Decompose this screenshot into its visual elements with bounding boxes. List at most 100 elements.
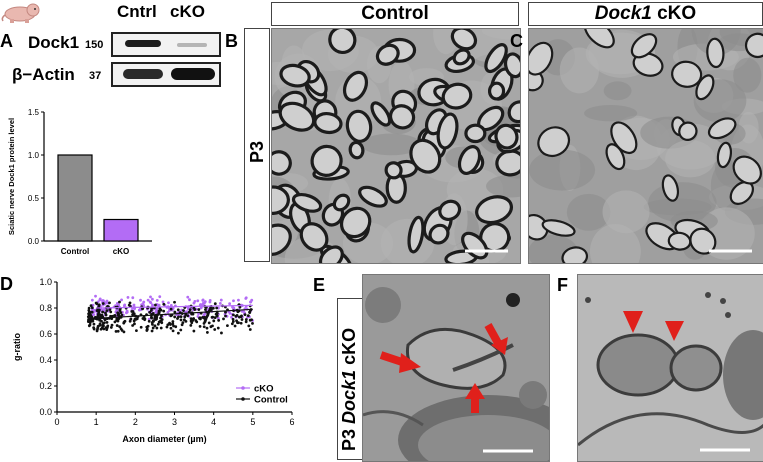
- scatter-point-control: [119, 311, 123, 314]
- scatter-point-control: [150, 307, 154, 310]
- scatter-point-control: [105, 309, 109, 313]
- scatter-point-cko: [156, 303, 160, 307]
- scatter-point-cko: [92, 313, 96, 317]
- scatter-point-cko: [196, 299, 200, 303]
- scatter-point-control: [102, 327, 106, 331]
- scatter-point-control: [155, 326, 159, 330]
- scatter-point-control: [188, 308, 192, 312]
- red-arrow-1: [484, 323, 508, 355]
- scatter-point-cko: [149, 301, 153, 305]
- scatter-point-control: [173, 300, 176, 304]
- scatter-point-control: [191, 319, 195, 322]
- p3-dock1-suffix: cKO: [339, 327, 359, 370]
- band-dock1-cko: [177, 43, 207, 47]
- scatter-point-cko: [230, 315, 233, 319]
- scatter-point-cko: [125, 310, 129, 314]
- scatter-point-control: [102, 321, 106, 325]
- scatter-point-cko: [155, 299, 159, 302]
- scatter-point-control: [118, 325, 122, 329]
- scatter-point-control: [248, 318, 252, 322]
- scatter-point-control: [151, 326, 155, 330]
- scatter-point-cko: [228, 311, 232, 315]
- scatter-point-cko: [150, 297, 154, 301]
- scatter-point-control: [204, 308, 207, 311]
- scatter-point-control: [179, 318, 183, 322]
- red-arrow-2: [379, 351, 421, 373]
- scatter-point-control: [213, 328, 217, 331]
- scatter-point-control: [87, 306, 91, 310]
- scatter-point-control: [176, 331, 180, 335]
- scatter-point-control: [213, 302, 217, 306]
- scatter-point-control: [150, 315, 153, 319]
- band-actin-cko: [171, 68, 215, 80]
- scatter-point-control: [108, 301, 111, 305]
- scatter-x-tick-label: 0: [54, 417, 59, 427]
- bar-cko: [103, 218, 139, 242]
- scatter-point-control: [172, 324, 175, 328]
- scatter-point-cko: [146, 298, 150, 302]
- mouse-pup-icon: [1, 3, 40, 23]
- scatter-point-control: [184, 313, 188, 316]
- scatter-point-control: [145, 328, 149, 332]
- scatter-point-control: [190, 321, 194, 325]
- bar-x-tick-label: cKO: [113, 247, 129, 256]
- scatter-point-control: [174, 325, 178, 329]
- bar-y-tick-label: 1.0: [28, 151, 40, 160]
- red-arrowhead-2: [665, 321, 684, 341]
- scatter-point-control: [247, 324, 251, 328]
- scatter-point-control: [104, 311, 107, 315]
- scatter-point-control: [203, 319, 207, 323]
- p3-label: P3: [247, 140, 267, 163]
- em-image-f: [577, 274, 763, 462]
- scatter-point-cko: [237, 298, 240, 302]
- scatter-point-cko: [142, 300, 146, 304]
- scatter-point-control: [235, 314, 239, 317]
- scatter-point-control: [90, 306, 94, 310]
- blot-dock1: [111, 32, 221, 57]
- scatter-point-cko: [188, 298, 191, 302]
- bar-y-tick-label: 0.0: [28, 237, 40, 246]
- scatter-point-control: [131, 324, 135, 327]
- scatter-point-control: [92, 322, 96, 326]
- scatter-point-control: [104, 326, 108, 330]
- scatter-point-control: [183, 315, 187, 319]
- scatter-point-control: [113, 320, 117, 324]
- scatter-y-tick-label: 0.0: [39, 407, 52, 417]
- scatter-point-control: [233, 324, 237, 328]
- bar-control: [57, 154, 93, 242]
- scatter-point-control: [94, 301, 98, 305]
- scatter-y-tick-label: 1.0: [39, 277, 52, 287]
- scatter-point-control: [86, 315, 90, 319]
- scatter-point-control: [159, 320, 163, 324]
- p3-label-box: P3: [244, 28, 270, 262]
- scatter-point-cko: [90, 298, 94, 302]
- scatter-point-control: [106, 324, 110, 328]
- scatter-point-control: [118, 300, 121, 304]
- scatter-point-control: [132, 312, 136, 316]
- scatter-point-control: [176, 317, 179, 320]
- em-image-control-p3: [271, 28, 521, 264]
- scatter-point-cko: [167, 301, 170, 305]
- band-dock1-cntrl: [125, 40, 161, 47]
- scatter-point-control: [224, 314, 227, 318]
- scatter-point-control: [115, 324, 119, 327]
- scatter-point-control: [117, 313, 120, 317]
- scatter-point-cko: [140, 303, 144, 307]
- header-dock1-gene: Dock1: [594, 3, 652, 24]
- scatter-point-control: [192, 329, 196, 333]
- scatter-point-control: [244, 318, 248, 321]
- scatter-point-control: [240, 318, 244, 321]
- legend-label-control: Control: [254, 395, 288, 406]
- scatter-point-control: [98, 322, 102, 326]
- scatter-point-control: [148, 311, 152, 314]
- scatter-point-control: [130, 310, 134, 313]
- scatter-point-cko: [94, 294, 97, 298]
- scatter-point-control: [160, 318, 164, 321]
- scatter-point-control: [238, 305, 242, 309]
- scatter-point-control: [97, 303, 101, 307]
- scatter-point-cko: [169, 303, 173, 307]
- scatter-point-control: [202, 321, 206, 325]
- scatter-point-cko: [117, 303, 121, 307]
- scatter-y-tick-label: 0.8: [39, 303, 52, 313]
- scatter-point-control: [133, 317, 137, 321]
